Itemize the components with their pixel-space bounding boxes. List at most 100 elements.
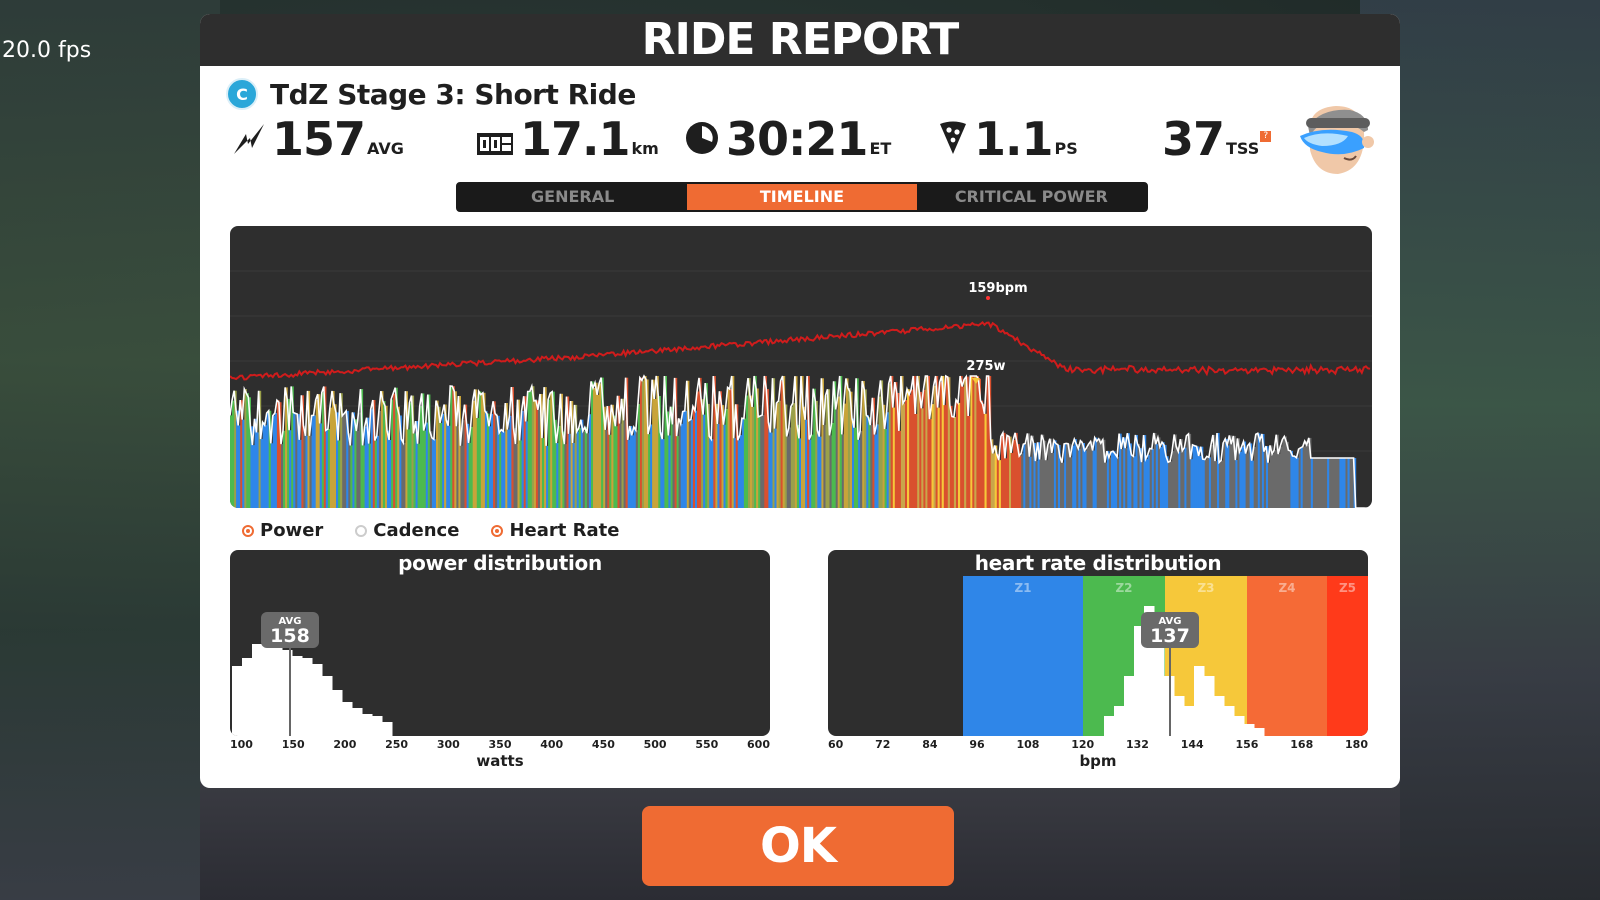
power-bar [756, 388, 759, 508]
power-bar [1241, 446, 1245, 508]
ok-button[interactable]: OK [642, 806, 954, 886]
power-bar [586, 433, 590, 508]
power-bar [340, 393, 343, 508]
legend-cadence-radio[interactable] [355, 524, 368, 537]
power-bar [452, 386, 455, 508]
max-power-marker [972, 378, 980, 384]
power-bar [256, 432, 260, 508]
power-bar [1204, 459, 1208, 508]
power-bar [415, 421, 419, 508]
tab-general[interactable]: GENERAL [531, 187, 615, 206]
power-bar [937, 407, 941, 508]
legend-power[interactable]: Power [242, 520, 323, 541]
power-bar [1312, 458, 1316, 508]
legend-cadence-label: Cadence [373, 520, 460, 541]
power-bar [847, 388, 851, 508]
power-bar [911, 389, 914, 508]
legend-power-radio[interactable] [242, 524, 254, 537]
power-bar [719, 391, 722, 508]
hr-tick: 156 [1235, 738, 1259, 751]
power-bar [866, 415, 869, 508]
power-bar [554, 419, 557, 508]
stat-power-value: 157 [272, 112, 366, 166]
power-bar [813, 388, 816, 508]
power-bar [660, 432, 663, 508]
power-bar [701, 399, 704, 508]
power-bar [900, 376, 904, 508]
power-bar [1257, 433, 1261, 508]
tab-critical-power[interactable]: CRITICAL POWER [954, 187, 1108, 206]
tab-timeline[interactable]: TIMELINE [687, 184, 917, 210]
power-bar [468, 442, 472, 508]
ride-title-row: C TdZ Stage 3: Short Ride [226, 74, 636, 114]
hr-avg-badge [1141, 612, 1199, 648]
power-bar [868, 417, 871, 508]
power-bar [591, 381, 594, 508]
power-bar [356, 431, 359, 508]
power-bar [1194, 445, 1198, 508]
power-bar [654, 398, 657, 508]
power-bar [1092, 450, 1096, 508]
hr-tick: 96 [969, 738, 985, 751]
power-bar [1237, 438, 1240, 508]
tss-help-icon[interactable]: ? [1260, 131, 1272, 142]
power-bar [1164, 444, 1167, 508]
hr-hist-bar [1254, 728, 1265, 736]
power-bar [992, 453, 996, 508]
power-bar [1196, 446, 1200, 508]
timeline-legend: Power Cadence Heart Rate [242, 520, 651, 541]
power-distribution-title: power distribution [398, 551, 602, 575]
power-bar [833, 381, 837, 508]
power-bar [1123, 437, 1126, 508]
power-bar [988, 376, 992, 508]
power-bar [943, 405, 947, 508]
power-bar [1166, 456, 1169, 508]
power-bar [913, 376, 916, 508]
power-bar [874, 434, 877, 508]
stat-time: 30:21 ET [684, 114, 891, 164]
power-bar [770, 432, 773, 508]
report-tabs: GENERAL TIMELINE CRITICAL POWER [456, 182, 1148, 212]
power-bar [1198, 456, 1202, 508]
power-bar [1043, 440, 1047, 508]
power-bar [976, 376, 979, 508]
power-bar [888, 383, 892, 508]
power-bar [611, 404, 614, 508]
legend-heart-rate-radio[interactable] [491, 524, 504, 537]
power-bar [903, 403, 906, 508]
power-bar [633, 427, 637, 508]
legend-cadence[interactable]: Cadence [355, 520, 459, 541]
power-bar [1039, 459, 1043, 508]
power-bar [807, 376, 810, 508]
power-bar [1282, 439, 1285, 508]
power-bar [374, 440, 378, 508]
power-bar [972, 376, 975, 508]
power-bar [621, 398, 625, 508]
power-bar [517, 399, 521, 508]
power-bar [248, 397, 251, 508]
power-bar [754, 376, 757, 508]
power-bar [1215, 461, 1218, 508]
power-bar [1286, 441, 1289, 508]
power-bar [1029, 456, 1032, 508]
power-bar [1117, 456, 1120, 508]
power-bar [786, 436, 790, 508]
power-bar [1102, 439, 1106, 508]
power-bar [713, 376, 716, 508]
power-bar [862, 381, 865, 508]
stat-power: 157 AVG [232, 114, 404, 164]
power-hist-bar [332, 690, 343, 736]
power-bar [919, 391, 922, 508]
hr-tick: 60 [828, 738, 844, 751]
power-bar [503, 431, 506, 508]
legend-heart-rate[interactable]: Heart Rate [491, 520, 619, 541]
power-bar [652, 379, 655, 508]
power-bar [803, 406, 806, 508]
hr-hist-bar [1224, 706, 1235, 736]
power-bar [960, 376, 963, 508]
power-bar [289, 430, 292, 508]
timeline-chart[interactable]: 159bpm 275w [230, 226, 1372, 508]
power-bar [1345, 458, 1349, 508]
legend-heart-rate-label: Heart Rate [509, 520, 620, 541]
power-bar [707, 403, 710, 508]
